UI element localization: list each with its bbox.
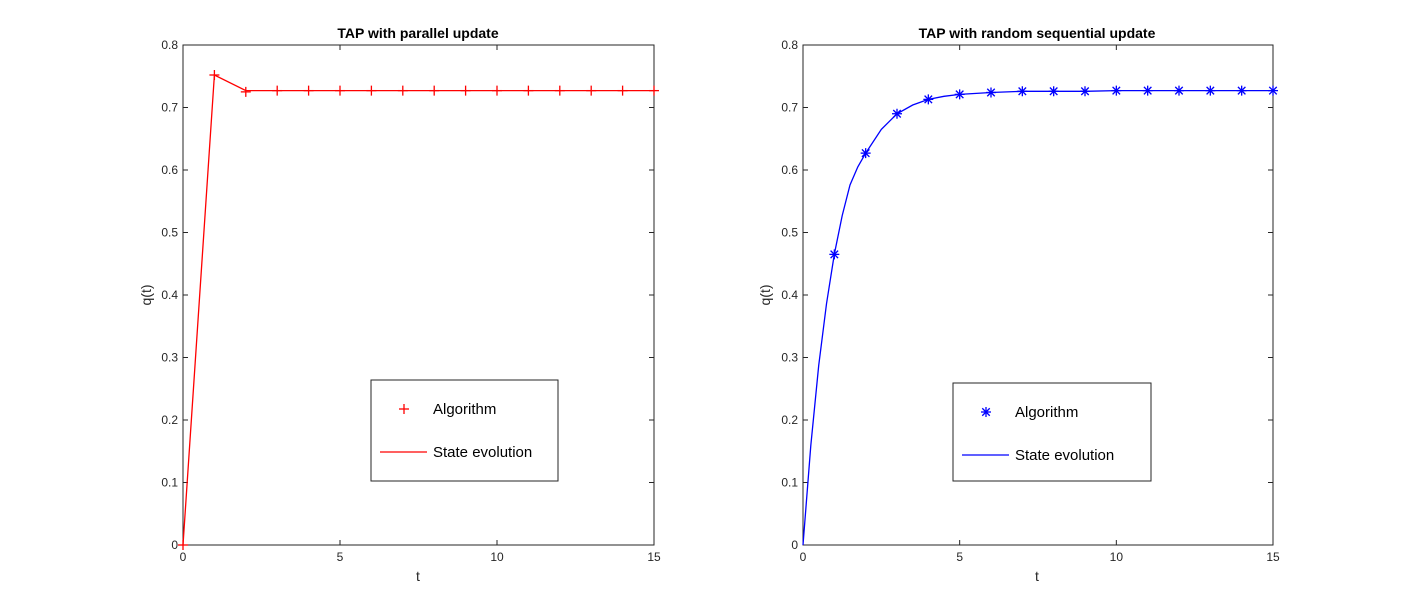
- legend: Algorithm State evolution: [952, 382, 1152, 482]
- chart-title: TAP with parallel update: [337, 25, 499, 41]
- legend-box: [952, 382, 1152, 482]
- series-line-1: [182, 73, 654, 546]
- legend-marker-icon: [399, 404, 409, 414]
- y-tick-label: 0.7: [781, 101, 798, 115]
- x-axis-label: t: [416, 568, 420, 584]
- y-tick-label: 0.2: [781, 413, 798, 427]
- series-line-1: [802, 89, 1273, 546]
- legend-label: Algorithm: [433, 401, 496, 418]
- y-tick-label: 0.5: [161, 226, 178, 240]
- x-axis-label: t: [1035, 568, 1039, 584]
- y-tick-label: 0.3: [781, 351, 798, 365]
- y-tick-label: 0.5: [781, 226, 798, 240]
- x-tick-label: 15: [1266, 550, 1280, 564]
- y-axis-label: q(t): [138, 285, 154, 306]
- legend-label: State evolution: [433, 444, 532, 461]
- y-tick-label: 0.8: [161, 38, 178, 52]
- y-tick-label: 0.4: [781, 288, 798, 302]
- y-tick-label: 0.8: [781, 38, 798, 52]
- x-tick-label: 10: [490, 550, 504, 564]
- chart-parallel-update: TAP with parallel update t q(t) 0 5 10 15 0 0…: [138, 25, 661, 584]
- data-point: [240, 86, 251, 97]
- y-tick-label: 0.1: [161, 476, 178, 490]
- chart-title: TAP with random sequential update: [919, 25, 1156, 41]
- x-tick-label: 0: [800, 550, 807, 564]
- y-tick-label: 0.4: [161, 288, 178, 302]
- y-tick-label: 0.6: [161, 163, 178, 177]
- legend: Algorithm State evolution: [370, 379, 559, 482]
- y-tick-label: 0.3: [161, 351, 178, 365]
- legend-label: State evolution: [1015, 447, 1114, 464]
- chart-random-sequential-update: TAP with random sequential update t q(t)…: [757, 25, 1280, 584]
- y-tick-label: 0.1: [781, 476, 798, 490]
- x-tick-label: 15: [647, 550, 661, 564]
- legend-label: Algorithm: [1015, 404, 1078, 421]
- x-tick-label: 5: [956, 550, 963, 564]
- legend-box: [370, 379, 559, 482]
- x-tick-label: 10: [1110, 550, 1124, 564]
- y-tick-label: 0: [171, 538, 178, 552]
- y-tick-label: 0.6: [781, 163, 798, 177]
- x-tick-label: 5: [337, 550, 344, 564]
- y-tick-label: 0: [791, 538, 798, 552]
- legend-marker-icon: [981, 407, 991, 417]
- y-axis-label: q(t): [757, 285, 773, 306]
- x-tick-label: 0: [180, 550, 187, 564]
- y-tick-label: 0.7: [161, 101, 178, 115]
- y-tick-label: 0.2: [161, 413, 178, 427]
